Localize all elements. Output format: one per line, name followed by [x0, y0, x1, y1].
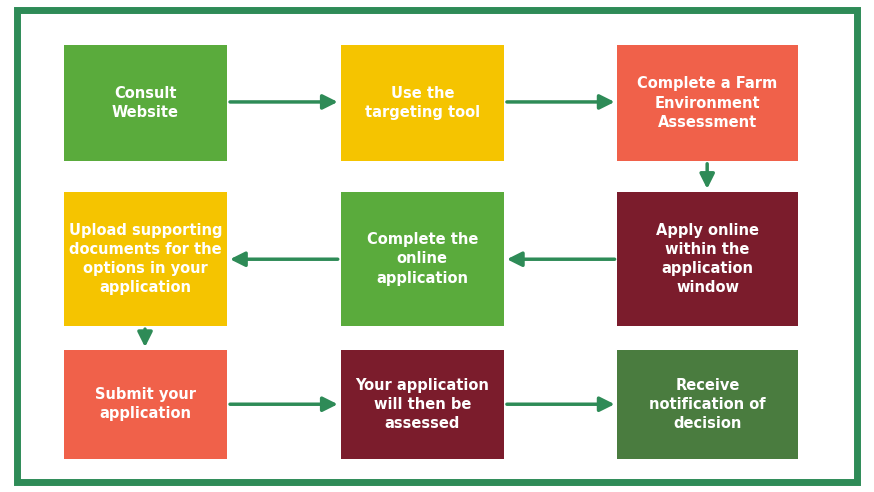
FancyBboxPatch shape [617, 350, 798, 459]
FancyBboxPatch shape [617, 45, 798, 161]
FancyBboxPatch shape [64, 45, 227, 161]
Text: Receive
notification of
decision: Receive notification of decision [649, 377, 766, 431]
Text: Complete the
online
application: Complete the online application [366, 232, 478, 286]
Text: Complete a Farm
Environment
Assessment: Complete a Farm Environment Assessment [637, 76, 778, 130]
FancyBboxPatch shape [64, 192, 227, 326]
Text: Apply online
within the
application
window: Apply online within the application wind… [656, 223, 760, 295]
Text: Upload supporting
documents for the
options in your
application: Upload supporting documents for the opti… [69, 223, 222, 295]
FancyBboxPatch shape [617, 192, 798, 326]
FancyBboxPatch shape [341, 45, 504, 161]
FancyBboxPatch shape [64, 350, 227, 459]
Text: Use the
targeting tool: Use the targeting tool [364, 86, 480, 120]
Text: Your application
will then be
assessed: Your application will then be assessed [356, 377, 489, 431]
FancyBboxPatch shape [341, 350, 504, 459]
Text: Submit your
application: Submit your application [95, 387, 196, 421]
FancyBboxPatch shape [341, 192, 504, 326]
Text: Consult
Website: Consult Website [112, 86, 179, 120]
